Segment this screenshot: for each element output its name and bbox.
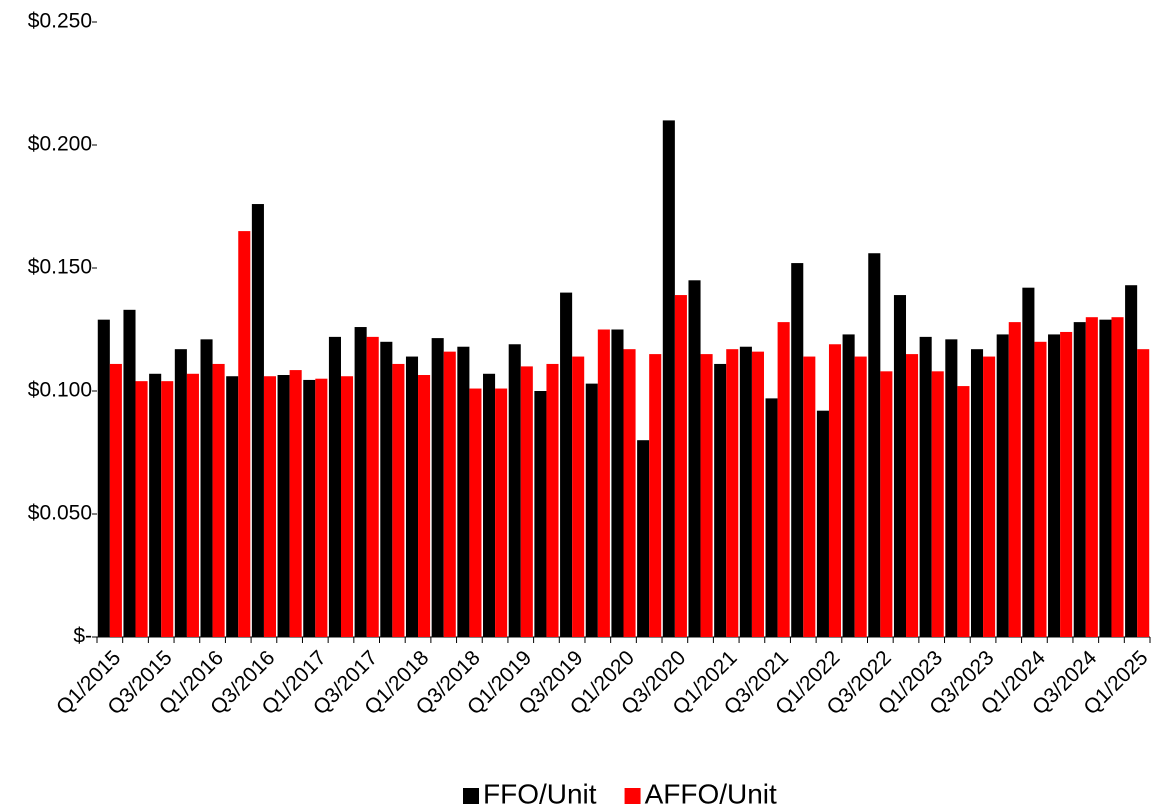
bar bbox=[791, 263, 804, 637]
bar bbox=[97, 319, 110, 637]
bar bbox=[1060, 331, 1073, 637]
bar bbox=[803, 356, 816, 637]
legend-label: AFFO/Unit bbox=[645, 778, 777, 809]
legend-swatch bbox=[463, 788, 479, 804]
bar bbox=[700, 354, 713, 637]
bar bbox=[443, 351, 456, 637]
bar bbox=[392, 363, 405, 637]
bar bbox=[1048, 334, 1061, 637]
bar bbox=[623, 349, 636, 637]
bar bbox=[431, 338, 444, 637]
legend-swatch bbox=[624, 788, 641, 804]
bar bbox=[662, 120, 675, 637]
bar bbox=[714, 363, 727, 637]
bar bbox=[611, 329, 624, 637]
bar bbox=[380, 341, 393, 637]
y-tick-label: $0.150 bbox=[28, 256, 92, 279]
y-tick-label: $0.050 bbox=[28, 502, 92, 525]
y-tick-label: $0.250 bbox=[28, 10, 92, 33]
bar bbox=[560, 292, 573, 637]
bar bbox=[842, 334, 855, 637]
bar bbox=[919, 336, 932, 637]
bar bbox=[1034, 341, 1047, 637]
bar bbox=[212, 363, 225, 637]
bar bbox=[483, 373, 496, 637]
bar bbox=[649, 354, 662, 637]
bar bbox=[1008, 322, 1021, 637]
bar bbox=[457, 346, 470, 637]
legend: FFO/Unit AFFO/Unit bbox=[463, 778, 777, 809]
bar bbox=[777, 322, 790, 637]
bar bbox=[354, 327, 367, 637]
bar bbox=[983, 356, 996, 637]
bar bbox=[893, 295, 907, 637]
bar bbox=[1137, 349, 1150, 637]
bar bbox=[1022, 287, 1035, 637]
bar bbox=[469, 388, 482, 637]
bar bbox=[174, 349, 187, 637]
bar bbox=[546, 363, 559, 637]
bar bbox=[263, 376, 277, 637]
bar bbox=[931, 371, 944, 637]
bar bbox=[495, 388, 508, 637]
bar bbox=[726, 349, 739, 637]
y-tick-label: $0.100 bbox=[28, 379, 92, 402]
bar bbox=[880, 371, 893, 637]
bar bbox=[328, 336, 341, 637]
bar bbox=[674, 295, 687, 637]
bar bbox=[906, 354, 919, 637]
bar bbox=[828, 344, 842, 637]
bar bbox=[957, 386, 970, 637]
bar bbox=[405, 356, 419, 637]
bar bbox=[534, 391, 547, 637]
bar bbox=[996, 334, 1009, 637]
bar bbox=[854, 356, 867, 637]
bar bbox=[1111, 317, 1124, 637]
bar bbox=[303, 379, 316, 637]
bar bbox=[688, 280, 701, 637]
bar bbox=[520, 366, 533, 637]
bar bbox=[226, 376, 239, 637]
bar bbox=[945, 339, 958, 637]
bar bbox=[200, 339, 213, 637]
bar bbox=[161, 381, 174, 637]
bar bbox=[597, 329, 610, 637]
bar bbox=[135, 381, 148, 637]
bar bbox=[1073, 322, 1086, 637]
legend-label: FFO/Unit bbox=[483, 778, 597, 809]
bar bbox=[366, 336, 379, 637]
y-tick-label: $0.200 bbox=[28, 133, 92, 156]
bar bbox=[251, 204, 264, 638]
bar bbox=[970, 349, 984, 637]
bar bbox=[637, 440, 650, 637]
bar bbox=[739, 346, 752, 637]
bar bbox=[572, 356, 585, 637]
bar bbox=[186, 373, 199, 637]
bar bbox=[508, 344, 521, 637]
bar bbox=[289, 370, 302, 637]
bar bbox=[1085, 317, 1098, 637]
bar bbox=[315, 378, 328, 637]
bar bbox=[751, 351, 764, 637]
bar bbox=[238, 231, 251, 637]
bar bbox=[1125, 285, 1138, 637]
bar bbox=[149, 373, 162, 637]
bar bbox=[816, 410, 829, 637]
bar bbox=[418, 375, 431, 637]
bar bbox=[1099, 319, 1112, 637]
bar bbox=[340, 376, 354, 637]
y-tick-label: $- bbox=[73, 625, 92, 648]
bar bbox=[277, 375, 290, 637]
bar bbox=[585, 383, 598, 637]
bar bbox=[868, 253, 881, 638]
bar bbox=[109, 363, 122, 637]
bar bbox=[765, 398, 778, 637]
bar bbox=[123, 309, 136, 637]
